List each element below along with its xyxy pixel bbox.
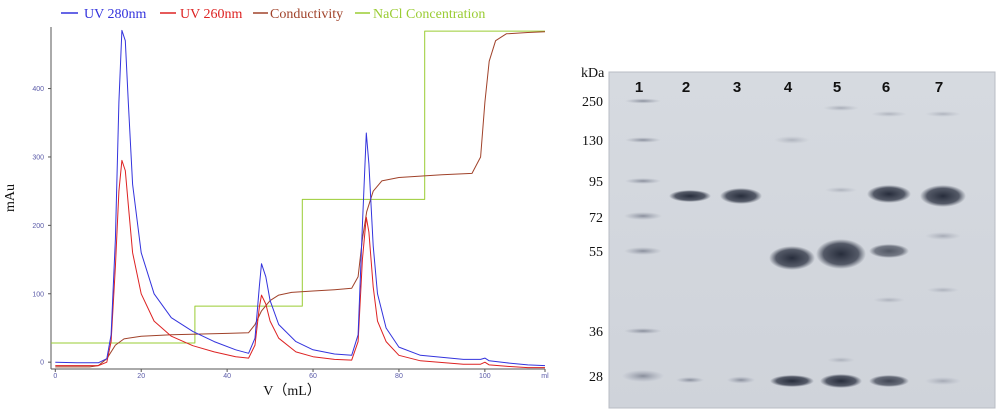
lane7-band-mid [925,232,961,240]
y-tick-label: 200 [32,223,44,230]
lane-label-7: 7 [935,79,943,96]
sds-page-gel-figure: kDa 250 130 95 72 55 36 28 1 2 3 4 5 6 7 [581,66,996,409]
lane-label-4: 4 [784,79,793,96]
lane-label-1: 1 [635,79,643,96]
lane2-band-faint [676,377,704,383]
x-axis-label: V（mL） [263,383,321,399]
lane-label-6: 6 [882,79,890,96]
mw-marker-28: 28 [589,370,603,385]
mw-marker-36: 36 [589,325,603,340]
mw-marker-130: 130 [582,134,603,149]
kda-unit-label: kDa [581,66,605,81]
lane7-band-top [925,111,961,117]
lane5-band-mid [825,187,857,193]
lane6-band-55 [869,244,909,258]
lane6-band-low [869,375,909,387]
lane6-band-top [871,111,907,117]
lane-label-3: 3 [733,79,741,96]
ladder-band-95 [625,178,661,184]
ladder-band-36 [624,328,662,334]
legend-uv280: UV 280nm [84,7,146,22]
x-tick-label: 0 [53,373,57,380]
gel-bands [622,98,966,388]
lane5-band-faint [827,357,855,363]
lane5-band-top [823,105,859,111]
mw-marker-95: 95 [589,175,603,190]
legend-conductivity: Conductivity [270,7,343,22]
y-tick-label: 100 [32,291,44,298]
lane6-band-main [867,185,911,203]
lane-label-5: 5 [833,79,841,96]
mw-marker-250: 250 [582,95,603,110]
y-tick-label: 300 [32,154,44,161]
x-tick-label: 40 [223,373,231,380]
lane7-band-faint [927,287,959,293]
lane4-band-smear-top [774,136,810,144]
lane6-band-faint [873,297,905,303]
ladder-band-250 [625,98,661,104]
y-ticks: 0 100 200 300 400 [32,86,51,367]
lane4-band-main [769,246,815,270]
series-layer [51,29,546,369]
lane5-band-main [816,239,866,269]
lane7-band-main [920,185,966,207]
x-ticks: 0 20 40 60 80 100 ml [53,369,549,380]
mw-marker-72: 72 [589,211,603,226]
y-tick-label: 400 [32,86,44,93]
lane3-band-low [727,376,755,384]
y-axis-label: mAu [3,184,18,212]
x-tick-label: 80 [395,373,403,380]
series-line-uv-260nm [55,159,545,369]
lane5-band-low [820,374,862,388]
ladder-band-55 [624,247,662,255]
mw-marker-55: 55 [589,245,603,260]
legend-uv260: UV 260nm [180,7,242,22]
ladder-band-130 [625,137,661,143]
legend: UV 280nm UV 260nm Conductivity NaCl Conc… [61,7,485,22]
legend-nacl: NaCl Concentration [373,7,485,22]
x-tick-label: 100 [479,373,491,380]
lane7-band-low [925,377,961,385]
x-tick-label: ml [541,373,549,380]
lane-label-2: 2 [682,79,690,96]
lane-labels: 1 2 3 4 5 6 7 [635,79,943,96]
series-line-nacl-concentration [51,30,545,344]
series-line-conductivity [55,31,546,368]
lane4-band-low [770,375,814,387]
y-tick-label: 0 [40,360,44,367]
ladder-band-72 [624,212,662,220]
chromatogram-chart: UV 280nm UV 260nm Conductivity NaCl Conc… [3,7,549,399]
series-line-uv-280nm [55,29,546,367]
lane2-band-main [669,190,711,202]
mw-marker-labels: 250 130 95 72 55 36 28 [582,95,603,385]
lane3-band-main [720,188,762,204]
ladder-band-28 [622,370,664,382]
gel-image [608,71,996,409]
x-tick-label: 60 [309,373,317,380]
x-tick-label: 20 [137,373,145,380]
